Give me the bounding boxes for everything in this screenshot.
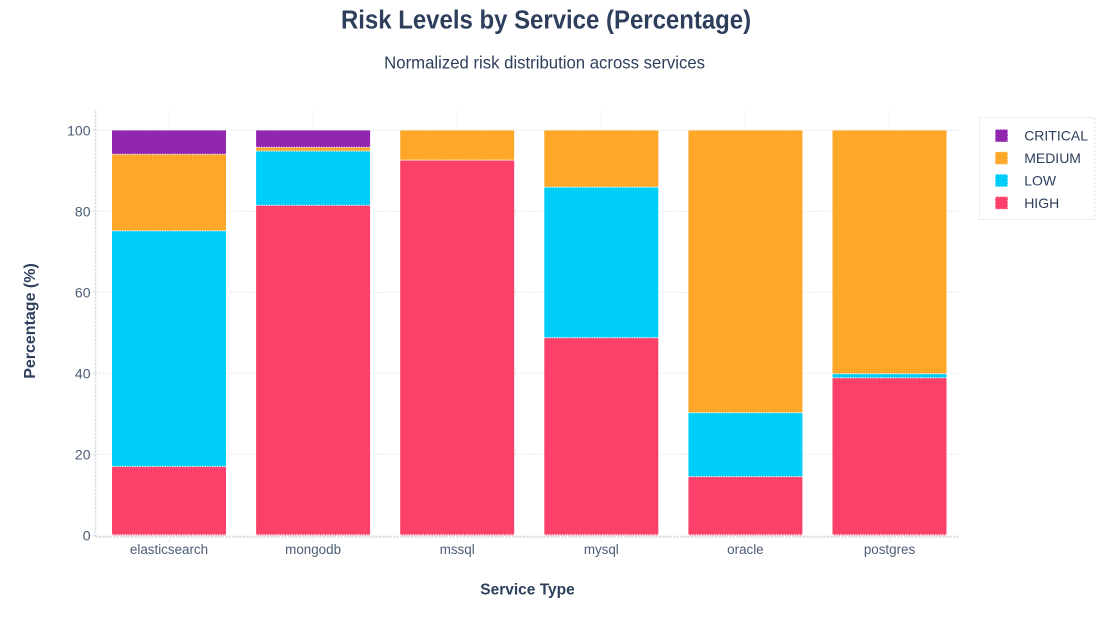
svg-text:Normalized risk distribution a: Normalized risk distribution across serv… [384, 52, 705, 73]
svg-text:postgres: postgres [864, 542, 916, 557]
svg-text:0: 0 [83, 527, 91, 543]
svg-text:oracle: oracle [727, 542, 763, 557]
svg-text:HIGH: HIGH [1024, 195, 1059, 211]
svg-text:Percentage (%): Percentage (%) [22, 263, 39, 379]
svg-text:LOW: LOW [1024, 173, 1057, 189]
svg-text:40: 40 [75, 365, 91, 381]
svg-text:mongodb: mongodb [285, 542, 341, 557]
svg-text:mssql: mssql [440, 542, 475, 557]
svg-text:100: 100 [67, 122, 91, 138]
svg-text:Service Type: Service Type [480, 582, 575, 599]
svg-text:80: 80 [75, 203, 91, 219]
svg-text:CRITICAL: CRITICAL [1024, 128, 1088, 144]
svg-text:mysql: mysql [584, 542, 619, 557]
svg-text:20: 20 [75, 446, 91, 462]
svg-text:Risk Levels by Service (Percen: Risk Levels by Service (Percentage) [341, 7, 751, 35]
svg-text:MEDIUM: MEDIUM [1024, 150, 1081, 166]
svg-text:60: 60 [75, 284, 91, 300]
svg-text:elasticsearch: elasticsearch [130, 542, 208, 557]
